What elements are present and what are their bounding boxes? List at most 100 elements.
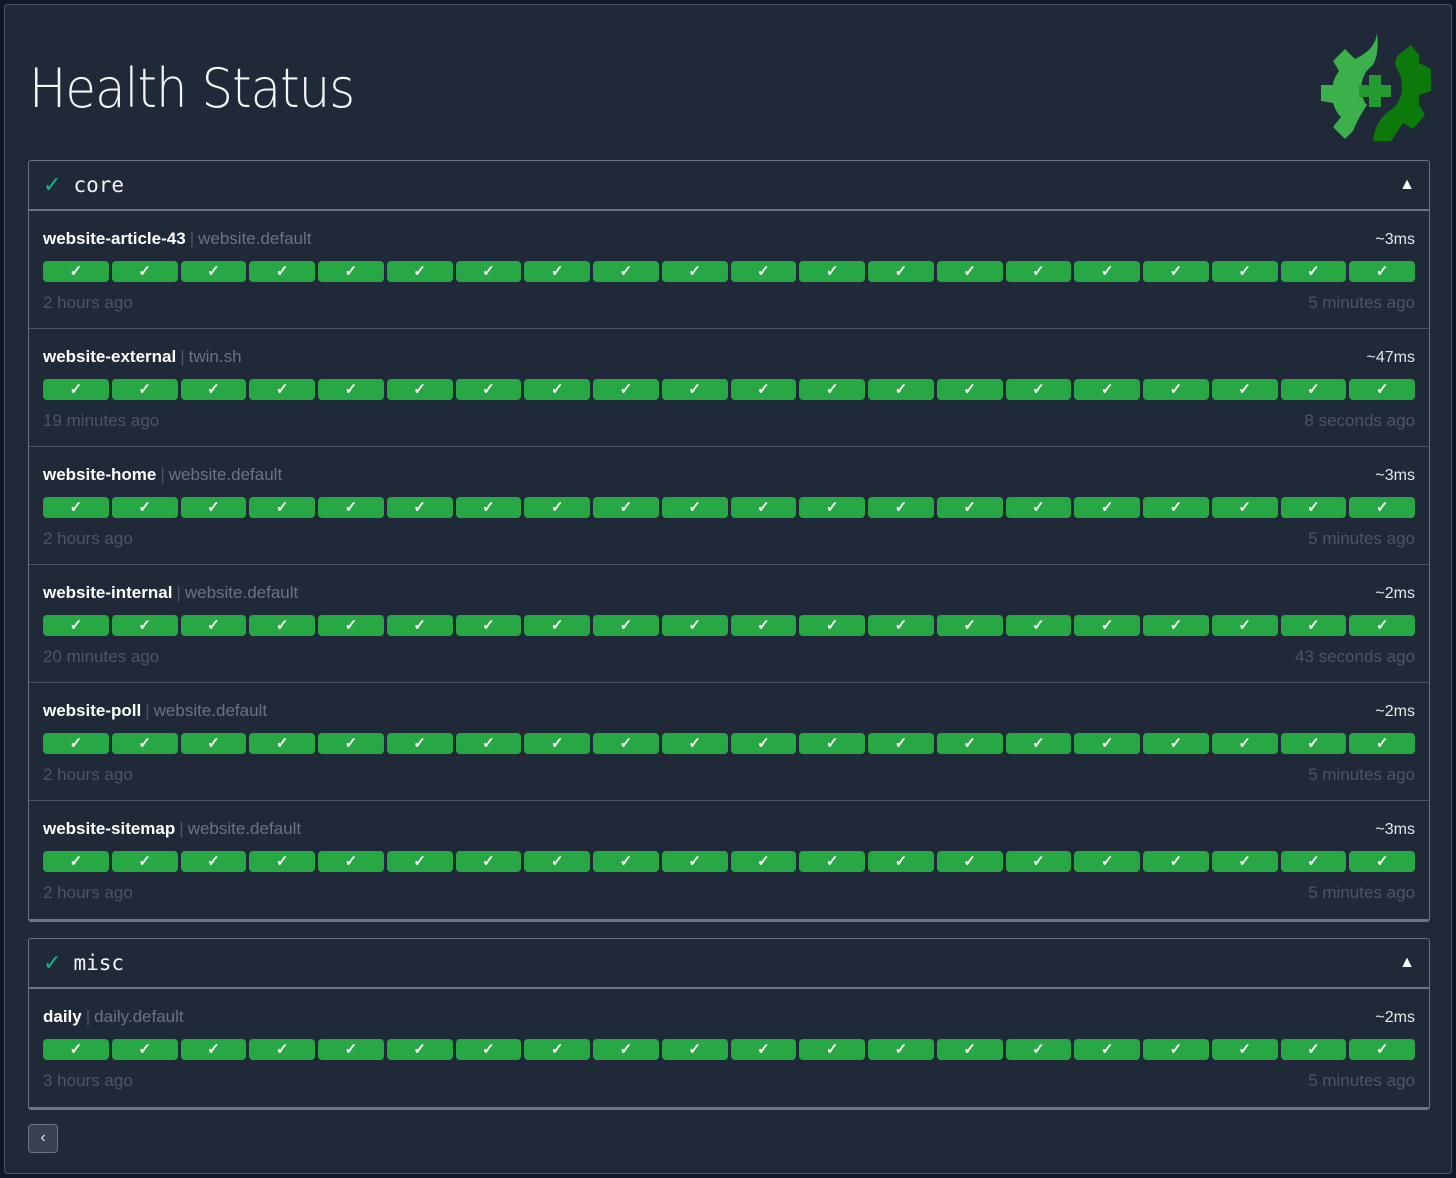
result-bar[interactable]: ✓ [593, 851, 659, 872]
result-bar[interactable]: ✓ [1349, 497, 1415, 518]
result-bar[interactable]: ✓ [318, 261, 384, 282]
result-bar[interactable]: ✓ [1143, 615, 1209, 636]
result-bar[interactable]: ✓ [180, 615, 247, 636]
result-bar[interactable]: ✓ [1349, 615, 1415, 636]
result-bar[interactable]: ✓ [799, 1039, 865, 1060]
result-bar[interactable]: ✓ [524, 1039, 590, 1060]
result-bar[interactable]: ✓ [111, 851, 178, 872]
result-bar[interactable]: ✓ [1143, 851, 1209, 872]
result-bar[interactable]: ✓ [1074, 1039, 1140, 1060]
result-bar[interactable]: ✓ [43, 615, 109, 636]
result-bar[interactable]: ✓ [1280, 851, 1347, 872]
result-bar[interactable]: ✓ [1143, 1039, 1209, 1060]
result-bar[interactable]: ✓ [730, 1039, 797, 1060]
result-bar[interactable]: ✓ [1005, 261, 1072, 282]
result-bar[interactable]: ✓ [868, 261, 934, 282]
result-bar[interactable]: ✓ [180, 851, 247, 872]
result-bar[interactable]: ✓ [455, 851, 522, 872]
result-bar[interactable]: ✓ [180, 497, 247, 518]
endpoint-row[interactable]: website-internal | website.default ~2ms … [29, 565, 1429, 683]
result-bar[interactable]: ✓ [524, 733, 590, 754]
result-bar[interactable]: ✓ [43, 379, 109, 400]
result-bar[interactable]: ✓ [524, 851, 590, 872]
result-bar[interactable]: ✓ [386, 615, 453, 636]
endpoint-row[interactable]: website-home | website.default ~3ms ✓ ✓ ✓ ✓… [29, 447, 1429, 565]
result-bar[interactable]: ✓ [111, 733, 178, 754]
result-bar[interactable]: ✓ [249, 379, 315, 400]
result-bar[interactable]: ✓ [868, 851, 934, 872]
result-bar[interactable]: ✓ [1211, 1039, 1278, 1060]
result-bar[interactable]: ✓ [868, 733, 934, 754]
result-bar[interactable]: ✓ [1280, 1039, 1347, 1060]
result-bar[interactable]: ✓ [386, 497, 453, 518]
result-bar[interactable]: ✓ [1211, 851, 1278, 872]
result-bar[interactable]: ✓ [1143, 497, 1209, 518]
result-bar[interactable]: ✓ [799, 851, 865, 872]
result-bar[interactable]: ✓ [1349, 733, 1415, 754]
result-bar[interactable]: ✓ [180, 379, 247, 400]
result-bar[interactable]: ✓ [593, 615, 659, 636]
result-bar[interactable]: ✓ [318, 1039, 384, 1060]
result-bar[interactable]: ✓ [1074, 851, 1140, 872]
result-bar[interactable]: ✓ [1143, 261, 1209, 282]
result-bar[interactable]: ✓ [868, 615, 934, 636]
back-button[interactable]: ‹ [28, 1124, 58, 1153]
result-bar[interactable]: ✓ [524, 379, 590, 400]
result-bar[interactable]: ✓ [1211, 615, 1278, 636]
result-bar[interactable]: ✓ [1074, 261, 1140, 282]
result-bar[interactable]: ✓ [1349, 261, 1415, 282]
result-bar[interactable]: ✓ [524, 497, 590, 518]
endpoint-name[interactable]: daily [43, 1007, 82, 1026]
result-bar[interactable]: ✓ [661, 261, 728, 282]
result-bar[interactable]: ✓ [111, 1039, 178, 1060]
result-bar[interactable]: ✓ [455, 1039, 522, 1060]
result-bar[interactable]: ✓ [868, 379, 934, 400]
result-bar[interactable]: ✓ [318, 851, 384, 872]
result-bar[interactable]: ✓ [318, 497, 384, 518]
result-bar[interactable]: ✓ [43, 1039, 109, 1060]
result-bar[interactable]: ✓ [799, 261, 865, 282]
result-bar[interactable]: ✓ [180, 261, 247, 282]
result-bar[interactable]: ✓ [524, 261, 590, 282]
endpoint-name[interactable]: website-poll [43, 701, 142, 720]
result-bar[interactable]: ✓ [1143, 733, 1209, 754]
result-bar[interactable]: ✓ [180, 733, 247, 754]
result-bar[interactable]: ✓ [43, 851, 109, 872]
result-bar[interactable]: ✓ [1005, 1039, 1072, 1060]
result-bar[interactable]: ✓ [799, 379, 865, 400]
result-bar[interactable]: ✓ [386, 733, 453, 754]
result-bar[interactable]: ✓ [455, 615, 522, 636]
result-bar[interactable]: ✓ [386, 1039, 453, 1060]
result-bar[interactable]: ✓ [1280, 261, 1347, 282]
result-bar[interactable]: ✓ [868, 497, 934, 518]
result-bar[interactable]: ✓ [936, 733, 1003, 754]
result-bar[interactable]: ✓ [868, 1039, 934, 1060]
result-bar[interactable]: ✓ [1280, 497, 1347, 518]
endpoint-name[interactable]: website-external [43, 347, 177, 366]
result-bar[interactable]: ✓ [1280, 733, 1347, 754]
result-bar[interactable]: ✓ [730, 261, 797, 282]
result-bar[interactable]: ✓ [249, 497, 315, 518]
endpoint-name[interactable]: website-article-43 [43, 229, 186, 248]
result-bar[interactable]: ✓ [524, 615, 590, 636]
group-header[interactable]: ✓ misc ▲ [29, 939, 1429, 989]
result-bar[interactable]: ✓ [661, 1039, 728, 1060]
result-bar[interactable]: ✓ [1211, 379, 1278, 400]
result-bar[interactable]: ✓ [1074, 497, 1140, 518]
result-bar[interactable]: ✓ [318, 615, 384, 636]
result-bar[interactable]: ✓ [386, 379, 453, 400]
result-bar[interactable]: ✓ [1349, 851, 1415, 872]
result-bar[interactable]: ✓ [1211, 497, 1278, 518]
result-bar[interactable]: ✓ [43, 261, 109, 282]
result-bar[interactable]: ✓ [593, 733, 659, 754]
endpoint-row[interactable]: website-sitemap | website.default ~3ms ✓… [29, 801, 1429, 919]
result-bar[interactable]: ✓ [111, 497, 178, 518]
endpoint-row[interactable]: website-poll | website.default ~2ms ✓ ✓ ✓ ✓… [29, 683, 1429, 801]
result-bar[interactable]: ✓ [249, 615, 315, 636]
result-bar[interactable]: ✓ [111, 615, 178, 636]
result-bar[interactable]: ✓ [1005, 733, 1072, 754]
result-bar[interactable]: ✓ [799, 733, 865, 754]
result-bar[interactable]: ✓ [1211, 733, 1278, 754]
result-bar[interactable]: ✓ [249, 1039, 315, 1060]
result-bar[interactable]: ✓ [661, 379, 728, 400]
